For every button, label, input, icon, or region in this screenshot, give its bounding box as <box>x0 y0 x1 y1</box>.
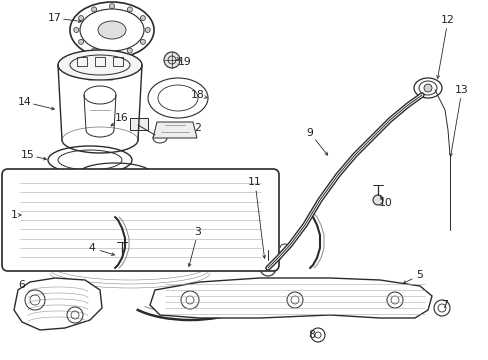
Polygon shape <box>150 278 431 318</box>
Text: 8: 8 <box>308 330 315 340</box>
Circle shape <box>372 195 382 205</box>
Text: 14: 14 <box>18 97 32 107</box>
Text: 9: 9 <box>306 128 313 138</box>
Bar <box>77 57 87 66</box>
Circle shape <box>109 4 114 9</box>
Circle shape <box>145 27 150 32</box>
Text: 17: 17 <box>48 13 62 23</box>
Text: 3: 3 <box>194 227 201 237</box>
Polygon shape <box>153 122 197 138</box>
Text: 6: 6 <box>19 280 25 290</box>
Text: 12: 12 <box>440 15 454 25</box>
Text: 16: 16 <box>115 113 129 123</box>
Circle shape <box>74 27 79 32</box>
Text: 13: 13 <box>454 85 468 95</box>
Bar <box>130 118 148 130</box>
Circle shape <box>117 253 127 263</box>
Text: 19: 19 <box>178 57 191 67</box>
Text: 5: 5 <box>416 270 423 280</box>
Text: 2: 2 <box>194 123 201 133</box>
Text: 4: 4 <box>88 243 95 253</box>
Ellipse shape <box>58 50 142 80</box>
Bar <box>113 57 123 66</box>
Circle shape <box>79 39 83 44</box>
Text: 7: 7 <box>441 300 447 310</box>
Text: 15: 15 <box>21 150 35 160</box>
Polygon shape <box>14 278 102 330</box>
Circle shape <box>127 7 132 12</box>
Circle shape <box>140 15 145 21</box>
Circle shape <box>127 48 132 53</box>
Circle shape <box>423 84 431 92</box>
Text: 10: 10 <box>378 198 392 208</box>
Text: 1: 1 <box>11 210 18 220</box>
Text: 18: 18 <box>191 90 204 100</box>
Circle shape <box>91 48 97 53</box>
FancyBboxPatch shape <box>2 169 279 271</box>
Text: 11: 11 <box>247 177 262 187</box>
Ellipse shape <box>98 21 126 39</box>
Circle shape <box>91 7 97 12</box>
Circle shape <box>140 39 145 44</box>
Circle shape <box>79 15 83 21</box>
Bar <box>95 57 105 66</box>
Circle shape <box>109 51 114 56</box>
Circle shape <box>163 52 180 68</box>
